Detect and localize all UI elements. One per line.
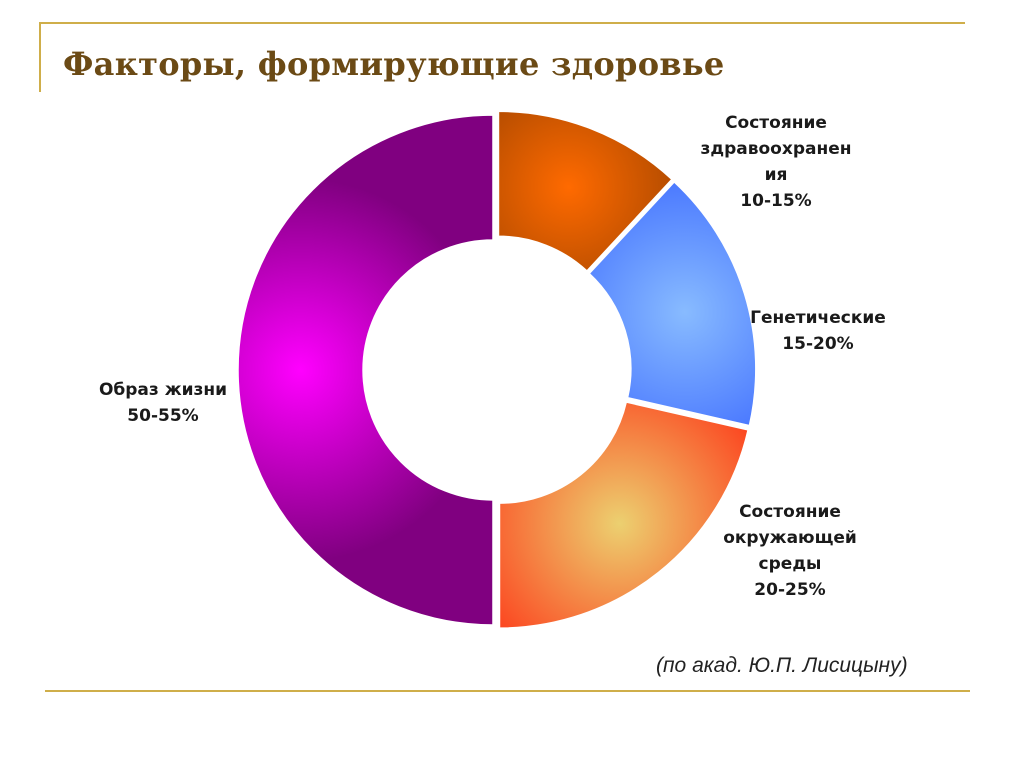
slice-lifestyle [237, 114, 494, 626]
label-genetics: Генетические 15-20% [750, 308, 886, 354]
slide-title: Факторы, формирующие здоровье [63, 45, 725, 83]
top-rule [40, 22, 965, 24]
slice-healthcare [497, 110, 673, 273]
bottom-rule [45, 690, 970, 692]
slice-genetics [588, 180, 757, 427]
source-caption: (по акад. Ю.П. Лисицыну) [656, 654, 908, 677]
left-rule [39, 22, 41, 92]
label-healthcare: Состояние здравоохранен ия 10-15% [701, 113, 852, 211]
label-environment: Состояние окружающей среды 20-25% [723, 502, 857, 600]
slice-environment [498, 401, 749, 629]
label-lifestyle: Образ жизни 50-55% [99, 380, 227, 426]
